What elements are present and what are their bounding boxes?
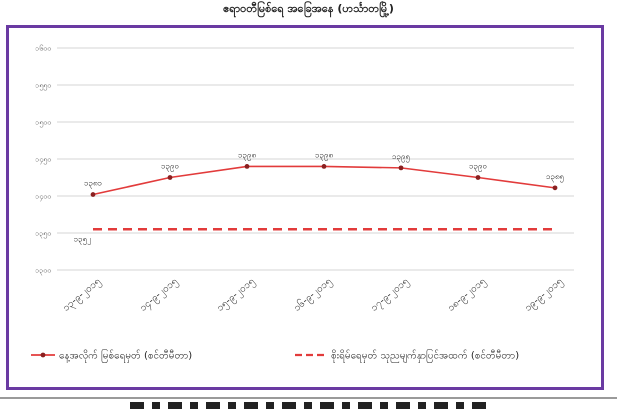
y-tick-label: ၁၅၀၀ [35,119,51,128]
legend-marker-daily [40,352,46,358]
data-label: ၁၃၉၀ [469,162,487,173]
x-tick-label: ၁၆-၉-၂၀၁၅ [290,274,335,315]
grid-layer [57,47,574,271]
data-label: ၁၃၉၈ [315,150,333,161]
x-tick-label: ၁၇-၉-၂၀၁၅ [369,276,413,315]
data-label: ၁၃၅၂ [74,234,92,245]
data-label: ၁၃၈၁ [84,179,102,190]
data-label: ၁၃၉၀ [161,162,179,173]
data-point [244,164,250,169]
x-tick-label: ၁၅-၉-၂၀၁၅ [215,276,259,315]
data-point [475,175,481,180]
x-tick-label: ၁၃-၉-၂၀၁၅ [61,276,105,315]
y-tick-label: ၁၅၅၀ [35,82,51,91]
y-tick-label: ၁၄၅၀ [35,156,51,165]
data-point [398,165,404,171]
y-tick-label: ၁၃၀၀ [35,267,51,276]
chart-frame: ၁၃၀၀ ၁၃၅၀ ၁၄၀၀ ၁၄၅၀ ၁၅၀၀ ၁၅၅၀ ၁၆၀၀၁၃-၉-၂၀၁၅ ၁၄-… [6,25,604,390]
x-tick-label: ၁၉-၉-၂၀၁၅ [523,276,567,315]
data-point [90,192,96,197]
data-point [321,164,327,169]
x-tick-label: ၁၈-၉-၂၀၁၅ [446,276,490,316]
data-label: ၁၃၈၅ [546,172,564,183]
page-divider [0,397,617,399]
chart-title: ဧရာဝတီမြစ်ရေ အခြေအနေ (ဟင်္သာတမြို့) [223,2,394,15]
y-tick-label: ၁၄၀၀ [35,193,51,202]
x-tick-label: ၁၄-၉-၂၀၁၅ [138,276,182,315]
data-label: ၁၃၉၈ [238,150,256,161]
series-layer [90,164,558,231]
y-tick-label: ၁၆၀၀ [35,45,51,53]
legend-label-threshold: စိုးရိမ်ရေမှတ် သုညမျက်နှာပြင်အထက် (စင်တီ… [331,348,519,364]
data-point [552,185,558,191]
series-line-daily [92,165,556,196]
cropped-text-fragment [130,402,490,409]
data-label: ၁၃၉၅ [392,152,410,163]
y-tick-label: ၁၃၅၀ [35,230,51,239]
legend: နေ့အလိုက် မြစ်ရေမှတ် (စင်တီမီတာ) စိုးရိမ်… [31,348,519,364]
legend-label-daily: နေ့အလိုက် မြစ်ရေမှတ် (စင်တီမီတာ) [59,348,192,364]
data-point [167,175,173,180]
